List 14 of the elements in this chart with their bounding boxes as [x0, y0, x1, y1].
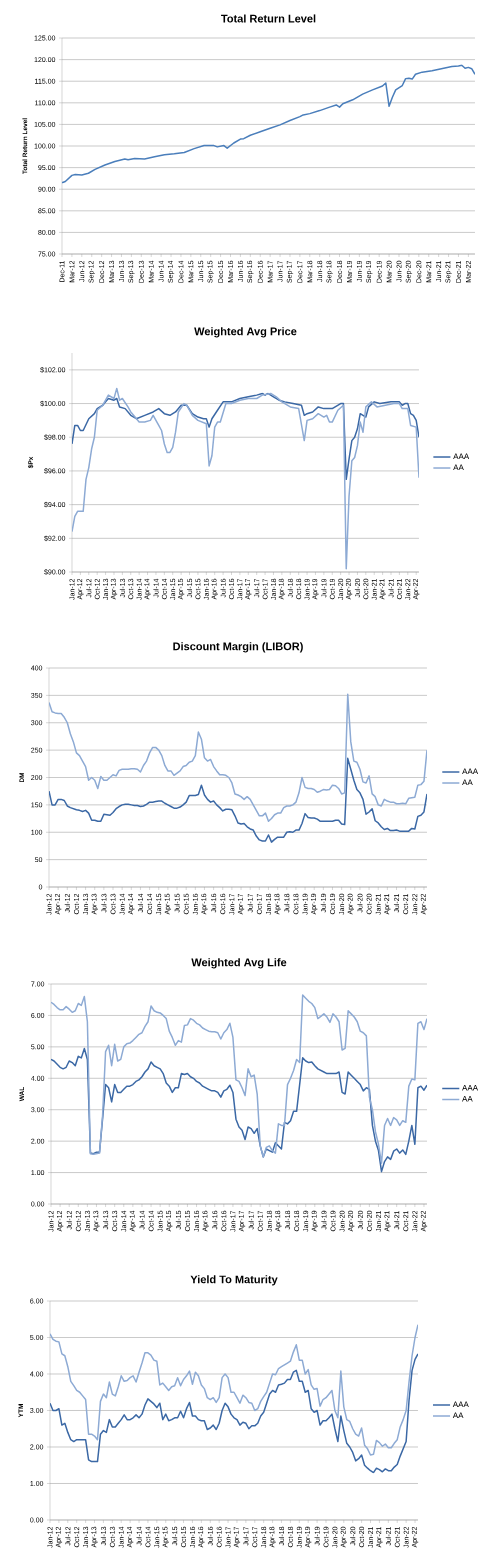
chart-title: Total Return Level [221, 14, 316, 23]
legend-label: AA [452, 1412, 464, 1418]
chart-title: Weighted Avg Life [191, 958, 287, 969]
legend-label: AA [453, 464, 464, 471]
chart-title: Yield To Maturity [190, 1275, 278, 1286]
legend-label: AA [462, 779, 473, 786]
legend-label: AAA [452, 1401, 469, 1407]
chart-title: Discount Margin (LIBOR) [173, 642, 303, 653]
chart-title: Weighted Avg Price [194, 327, 297, 338]
legend-label: AAA [462, 1085, 479, 1091]
line-series [72, 392, 419, 481]
legend-label: AAA [453, 453, 470, 460]
legend-label: AA [462, 1096, 473, 1102]
legend-label: AAA [462, 768, 479, 775]
